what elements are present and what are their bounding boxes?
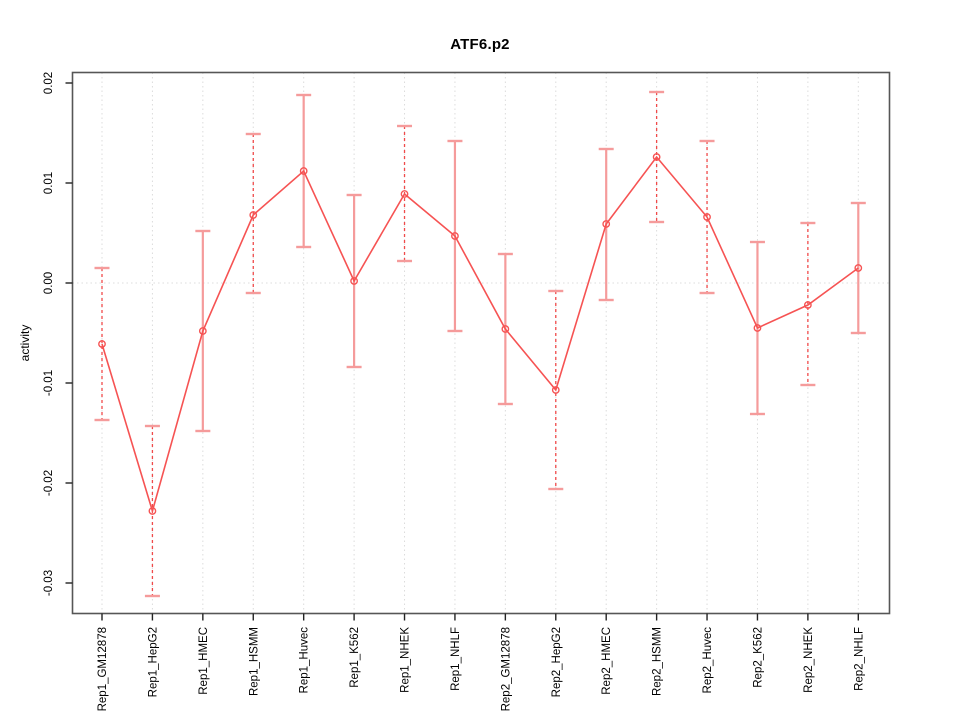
- x-tick-label: Rep1_GM12878: [97, 627, 109, 711]
- x-tick-label: Rep2_HMEC: [601, 627, 613, 695]
- x-tick-label: Rep1_HMEC: [198, 627, 210, 695]
- x-tick-label: Rep2_K562: [752, 627, 764, 688]
- x-tick-label: Rep2_NHEK: [803, 627, 815, 693]
- x-tick-label: Rep2_NHLF: [853, 627, 865, 691]
- y-tick-label: 0.00: [43, 272, 55, 294]
- x-tick-label: Rep1_NHEK: [400, 627, 412, 693]
- x-tick-label: Rep1_HepG2: [147, 627, 159, 697]
- data-point: [501, 325, 510, 333]
- data-point: [451, 232, 459, 240]
- data-point: [551, 386, 560, 394]
- y-tick-label: 0.01: [43, 172, 55, 194]
- data-point: [703, 213, 711, 221]
- data-point: [602, 220, 611, 228]
- data-point: [148, 507, 157, 515]
- x-tick-label: Rep1_NHLF: [450, 627, 462, 691]
- data-point: [753, 324, 762, 332]
- plot-box: [71, 71, 891, 615]
- data-point: [803, 301, 812, 309]
- data-point: [299, 167, 308, 175]
- y-tick-label: 0.02: [43, 72, 55, 94]
- data-point: [854, 264, 863, 272]
- data-point: [350, 277, 358, 285]
- x-tick-label: Rep2_HSMM: [652, 627, 664, 696]
- y-tick-label: -0.01: [43, 370, 55, 396]
- data-point: [249, 211, 258, 219]
- y-tick-label: -0.02: [43, 470, 55, 496]
- series-line: [101, 155, 859, 514]
- chart-title: ATF6.p2: [450, 36, 510, 53]
- data-point: [198, 327, 207, 335]
- data-point: [98, 340, 106, 348]
- x-tick-label: Rep1_HSMM: [248, 627, 260, 696]
- x-tick-label: Rep2_Huvec: [702, 627, 714, 694]
- x-tick-label: Rep2_HepG2: [551, 627, 563, 697]
- x-tick-label: Rep1_Huvec: [299, 627, 311, 694]
- data-point: [652, 153, 661, 161]
- x-tick-label: Rep2_GM12878: [500, 627, 512, 711]
- y-tick-label: -0.03: [43, 570, 55, 596]
- x-tick-label: Rep1_K562: [349, 627, 361, 688]
- data-point: [400, 190, 409, 198]
